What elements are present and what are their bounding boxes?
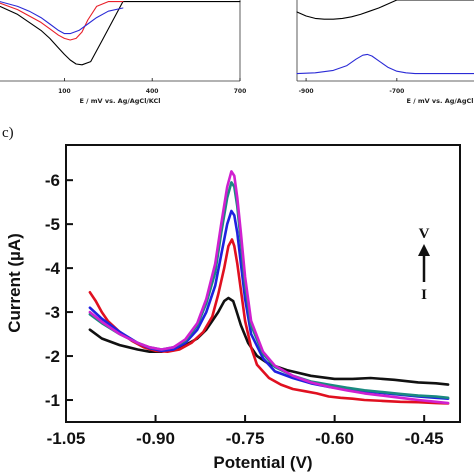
main-ytick-label: -6 (45, 171, 60, 190)
main-xtick-label: -0.60 (315, 429, 354, 448)
top-right-xlabel: E / mV vs. Ag/AgCl (407, 97, 474, 105)
top-left-xtick-label: 400 (146, 88, 159, 95)
panel-tag-c: c) (2, 125, 14, 141)
scan-arrow-head (418, 244, 430, 256)
main-ytick-label: -1 (45, 391, 60, 410)
scan-annotation-bottom: I (421, 287, 427, 303)
top-left-series-group (0, 1, 241, 66)
main-xtick-label: -0.75 (226, 429, 265, 448)
main-xlabel: Potential (V) (213, 453, 312, 472)
main-ytick-label: -4 (45, 259, 61, 278)
top-right-series-group (296, 0, 474, 75)
main-ylabel: Current (µA) (5, 233, 24, 333)
top-left-series-0 (0, 1, 241, 66)
top-right-xtick-label: -900 (299, 88, 314, 95)
main-ytick-label: -3 (45, 303, 60, 322)
main-xtick-label: -1.05 (47, 429, 86, 448)
main-ytick-label: -2 (45, 347, 60, 366)
top-left-panel: 100 400 700 E / mV vs. Ag/AgCl/KCl (0, 0, 246, 105)
top-right-series-0 (296, 0, 474, 20)
main-series-4 (88, 170, 450, 405)
top-left-xtick-label: 100 (58, 88, 71, 95)
top-right-xtick-label: -700 (389, 88, 404, 95)
top-left-series-2 (0, 1, 124, 35)
main-series-2 (88, 209, 450, 401)
main-panel: -1.05 -0.90 -0.75 -0.60 -0.45 -1 -2 -3 -4 -5 -6 Po… (5, 144, 461, 472)
top-right-panel: -900 -700 E / mV vs. Ag/AgCl (296, 0, 474, 105)
scan-annotation-top: V (419, 226, 430, 242)
top-left-xtick-label: 700 (234, 88, 247, 95)
top-left-xlabel: E / mV vs. Ag/AgCl/KCl (79, 97, 160, 105)
main-xtick-label: -0.90 (136, 429, 175, 448)
main-ticks-group: -1.05 -0.90 -0.75 -0.60 -0.45 -1 -2 -3 -4 -5 -6 (45, 171, 444, 448)
main-ytick-label: -5 (45, 215, 60, 234)
top-right-series-1 (296, 53, 474, 75)
main-plot-frame (65, 144, 461, 423)
top-left-ticks-group: 100 400 700 (58, 78, 246, 95)
top-left-series-1 (0, 1, 124, 41)
main-series-group (88, 170, 450, 405)
main-xtick-label: -0.45 (405, 429, 444, 448)
main-series-1 (88, 238, 450, 405)
main-series-0 (88, 296, 450, 386)
top-right-ticks-group: -900 -700 (299, 78, 404, 95)
